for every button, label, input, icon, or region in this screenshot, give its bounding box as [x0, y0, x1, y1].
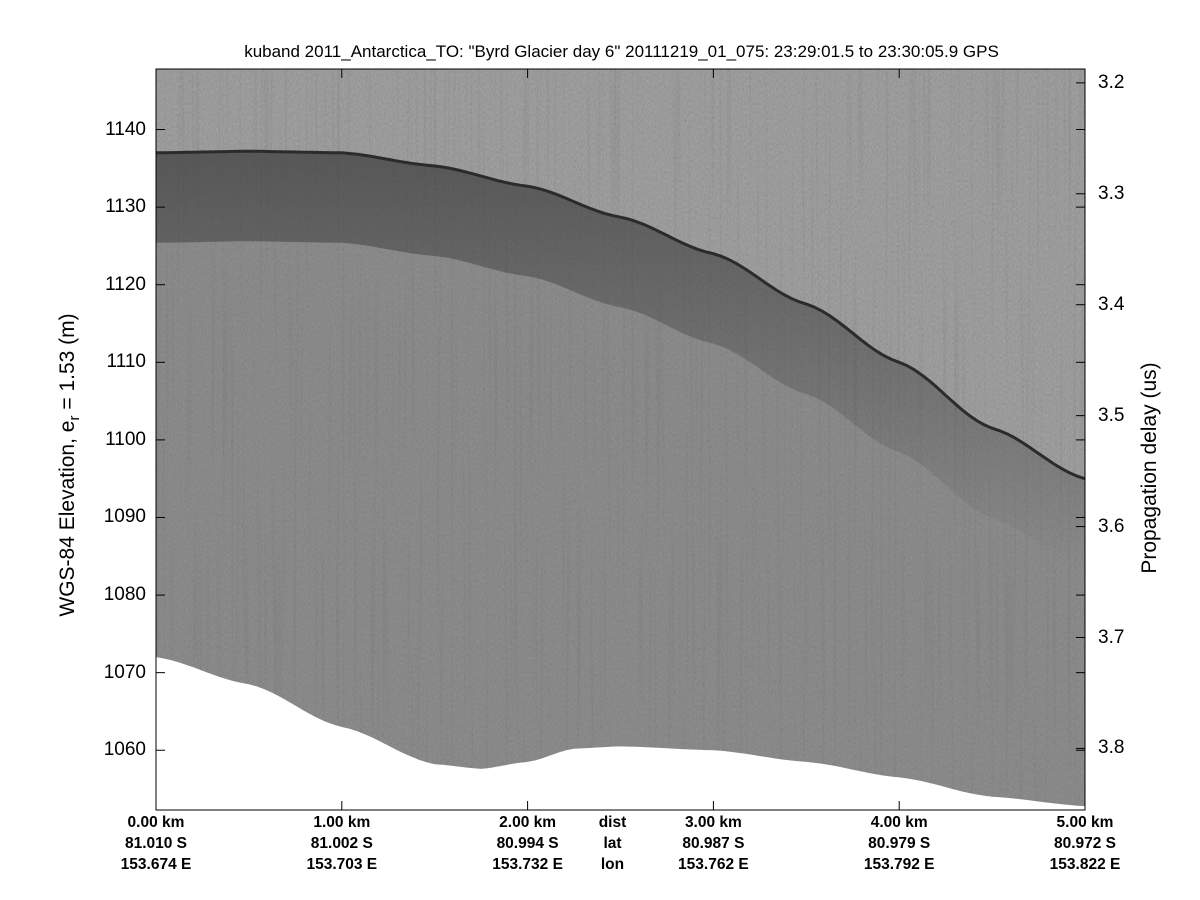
y-left-tick-label: 1120: [105, 273, 146, 295]
y-right-tick-label: 3.6: [1098, 515, 1125, 537]
y-axis-right-ticks: [1076, 82, 1085, 749]
x-tick-dist-label: 3.00 km: [684, 814, 742, 831]
x-tick-label-column: 5.00 km 80.972 S 153.822 E: [1050, 812, 1121, 875]
surface-return-line: [156, 149, 1085, 481]
echogram-image: [156, 69, 1085, 810]
x-tick-dist-label: 4.00 km: [870, 814, 928, 831]
y-right-tick-label: 3.8: [1098, 737, 1125, 759]
x-tick-lon-label: 153.762 E: [678, 856, 749, 873]
x-tick-label-column: 4.00 km 80.979 S 153.792 E: [864, 812, 935, 875]
chart-title: kuband 2011_Antarctica_TO: "Byrd Glacier…: [244, 42, 999, 61]
x-tick-lon-label: 153.792 E: [863, 856, 935, 873]
y-left-tick-label: 1060: [103, 739, 146, 761]
x-tick-label-column: 1.00 km 81.002 S 153.703 E: [306, 812, 377, 875]
x-tick-lat-label: 81.010 S: [124, 835, 188, 852]
y-left-tick-label: 1140: [105, 118, 146, 140]
y-left-tick-label: 1100: [105, 428, 146, 450]
subsurface-return-region: [156, 151, 1085, 807]
x-tick-label-column: 3.00 km 80.987 S 153.762 E: [678, 812, 749, 875]
x-tick-label-column: 2.00 km 80.994 S 153.732 E: [492, 812, 563, 875]
x-tick-dist-label: 1.00 km: [313, 814, 371, 831]
x-tick-dist-label: 2.00 km: [499, 814, 557, 831]
x-tick-lon-label: 153.822 E: [1049, 856, 1121, 873]
x-tick-dist-label: 5.00 km: [1056, 814, 1114, 831]
x-row-name-lon: lon: [600, 856, 625, 873]
y-right-tick-label: 3.5: [1098, 404, 1125, 426]
y-axis-left-ticks: [156, 129, 1085, 751]
x-tick-lon-label: 153.732 E: [492, 856, 563, 873]
x-tick-lon-label: 153.703 E: [306, 856, 378, 873]
y-left-tick-label: 1090: [103, 506, 146, 528]
x-row-name-lat: lat: [603, 835, 622, 852]
x-row-names: dist lat lon: [599, 812, 627, 875]
y-right-tick-label: 3.3: [1098, 182, 1125, 204]
y-left-tick-label: 1080: [103, 584, 146, 606]
x-tick-lat-label: 80.994 S: [496, 835, 559, 852]
x-tick-lat-label: 81.002 S: [310, 835, 373, 852]
surface-return-band: [156, 151, 1085, 569]
x-row-name-dist: dist: [598, 814, 627, 831]
y-left-tick-label: 1070: [103, 661, 146, 683]
y-right-tick-label: 3.4: [1098, 293, 1125, 315]
y-right-tick-label: 3.7: [1098, 626, 1125, 648]
y-left-tick-label: 1110: [106, 351, 146, 373]
x-tick-lat-label: 80.972 S: [1053, 835, 1117, 852]
y-right-tick-label: 3.2: [1098, 71, 1125, 93]
x-tick-lon-label: 153.674 E: [120, 856, 192, 873]
y-left-tick-label: 1130: [105, 196, 146, 218]
x-tick-lat-label: 80.987 S: [682, 835, 745, 852]
x-tick-lat-label: 80.979 S: [868, 835, 931, 852]
x-tick-dist-label: 0.00 km: [127, 814, 185, 831]
x-axis-ticks: [155, 69, 1086, 810]
no-data-region: [156, 657, 1085, 810]
x-tick-label-column: 0.00 km 81.010 S 153.674 E: [121, 812, 192, 875]
